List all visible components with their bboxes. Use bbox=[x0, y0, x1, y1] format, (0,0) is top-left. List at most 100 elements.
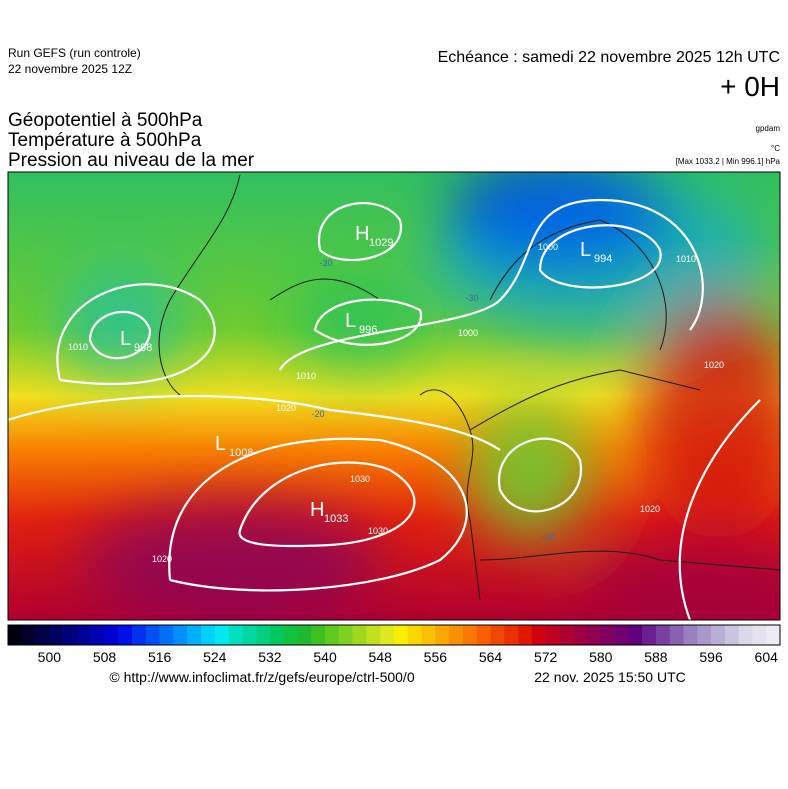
color-swatch bbox=[655, 625, 671, 645]
center-symbol: L bbox=[120, 328, 131, 350]
isobar-label: 1010 bbox=[296, 371, 316, 381]
colorbar-tick-label: 524 bbox=[203, 649, 227, 665]
isobar-label: 1030 bbox=[350, 474, 370, 484]
color-swatch bbox=[531, 625, 546, 645]
center-pressure: 1029 bbox=[369, 237, 393, 249]
color-swatch bbox=[628, 625, 643, 645]
center-pressure: 994 bbox=[594, 253, 612, 265]
color-swatch bbox=[435, 625, 450, 645]
color-swatch bbox=[76, 625, 92, 645]
isobar-label: 1020 bbox=[640, 504, 660, 514]
color-swatch bbox=[449, 625, 464, 645]
isobar-label: 1020 bbox=[276, 403, 296, 413]
color-swatch bbox=[159, 625, 174, 645]
isobar-label: 1030 bbox=[368, 526, 388, 536]
color-swatch bbox=[545, 625, 560, 645]
unit-label: gpdam bbox=[756, 124, 781, 133]
color-swatch bbox=[352, 625, 367, 645]
color-swatch bbox=[49, 625, 64, 645]
colorbar-tick-label: 580 bbox=[589, 649, 613, 665]
color-swatch bbox=[118, 625, 133, 645]
color-swatch bbox=[559, 625, 574, 645]
lead-time: + 0H bbox=[720, 71, 780, 102]
colorbar-tick-label: 516 bbox=[148, 649, 172, 665]
color-swatch bbox=[228, 625, 243, 645]
center-symbol: L bbox=[345, 310, 356, 332]
color-swatch bbox=[476, 625, 491, 645]
color-swatch bbox=[518, 625, 533, 645]
color-swatch bbox=[490, 625, 505, 645]
color-swatch bbox=[201, 625, 216, 645]
isobar-label: 1020 bbox=[704, 360, 724, 370]
title-line: Température à 500hPa bbox=[8, 130, 202, 151]
title-line: Géopotentiel à 500hPa bbox=[8, 110, 203, 131]
color-swatch bbox=[21, 625, 36, 645]
color-swatch bbox=[297, 625, 312, 645]
colorbar-tick-label: 532 bbox=[258, 649, 282, 665]
coastlines bbox=[158, 174, 780, 601]
color-swatch bbox=[63, 625, 78, 645]
color-swatch bbox=[573, 625, 588, 645]
run-label: Run GEFS (run controle) bbox=[8, 46, 141, 60]
colorbar-tick-label: 596 bbox=[699, 649, 723, 665]
temperature-label: -30 bbox=[319, 258, 332, 268]
colorbar-tick-label: 548 bbox=[369, 649, 393, 665]
color-swatch bbox=[504, 625, 519, 645]
center-pressure: 996 bbox=[359, 324, 377, 336]
center-symbol: L bbox=[580, 239, 591, 261]
colorbar-tick-label: 500 bbox=[38, 649, 62, 665]
center-pressure: 998 bbox=[134, 342, 152, 354]
colorbar-tick-label: 588 bbox=[644, 649, 668, 665]
color-swatch bbox=[697, 625, 712, 645]
center-pressure: 1033 bbox=[324, 513, 348, 525]
color-swatch bbox=[724, 625, 739, 645]
color-swatch bbox=[187, 625, 202, 645]
color-swatch bbox=[338, 625, 353, 645]
center-symbol: H bbox=[310, 499, 324, 521]
color-swatch bbox=[614, 625, 629, 645]
color-swatch bbox=[256, 625, 271, 645]
color-swatch bbox=[325, 625, 340, 645]
isobar-label: 1010 bbox=[676, 254, 696, 264]
color-swatch bbox=[8, 625, 23, 645]
source-url: © http://www.infoclimat.fr/z/gefs/europe… bbox=[109, 669, 414, 685]
color-swatch bbox=[711, 625, 726, 645]
color-swatch bbox=[752, 625, 767, 645]
colorbar-tick-label: 508 bbox=[93, 649, 117, 665]
colorbar-tick-label: 556 bbox=[424, 649, 448, 665]
color-swatch bbox=[104, 625, 119, 645]
colorbar-tick-label: 564 bbox=[479, 649, 503, 665]
color-swatch bbox=[462, 625, 478, 645]
color-swatch bbox=[35, 625, 50, 645]
title-line: Pression au niveau de la mer bbox=[8, 150, 255, 171]
color-swatch bbox=[669, 625, 684, 645]
color-swatch bbox=[145, 625, 160, 645]
color-swatch bbox=[366, 625, 381, 645]
colorbar-tick-label: 540 bbox=[313, 649, 337, 665]
center-symbol: H bbox=[355, 223, 369, 245]
valid-time: Echéance : samedi 22 novembre 2025 12h U… bbox=[438, 49, 780, 66]
center-pressure: 1008 bbox=[229, 447, 253, 459]
temperature-label: -20 bbox=[541, 532, 554, 542]
color-swatch bbox=[421, 625, 436, 645]
generated-time: 22 nov. 2025 15:50 UTC bbox=[534, 669, 686, 685]
color-swatch bbox=[642, 625, 657, 645]
color-swatch bbox=[587, 625, 602, 645]
isobar-label: 1000 bbox=[538, 242, 558, 252]
map-frame bbox=[7, 171, 781, 621]
isobar-label: 1020 bbox=[152, 554, 172, 564]
color-swatch bbox=[394, 625, 409, 645]
color-swatch bbox=[173, 625, 188, 645]
colorbar: 500 508 516 524 532 540 548 556 564 572 580 588 596 6… bbox=[7, 624, 781, 665]
color-swatch bbox=[407, 625, 422, 645]
colorbar-tick-label: 604 bbox=[755, 649, 779, 665]
color-swatch bbox=[600, 625, 615, 645]
temperature-label: -30 bbox=[465, 293, 478, 303]
isobars bbox=[8, 198, 761, 620]
unit-label: [Max 1033.2 | Min 996.1] hPa bbox=[676, 157, 781, 166]
color-swatch bbox=[683, 625, 698, 645]
colorbar-tick-label: 572 bbox=[534, 649, 558, 665]
colorbar-frame bbox=[7, 624, 781, 646]
